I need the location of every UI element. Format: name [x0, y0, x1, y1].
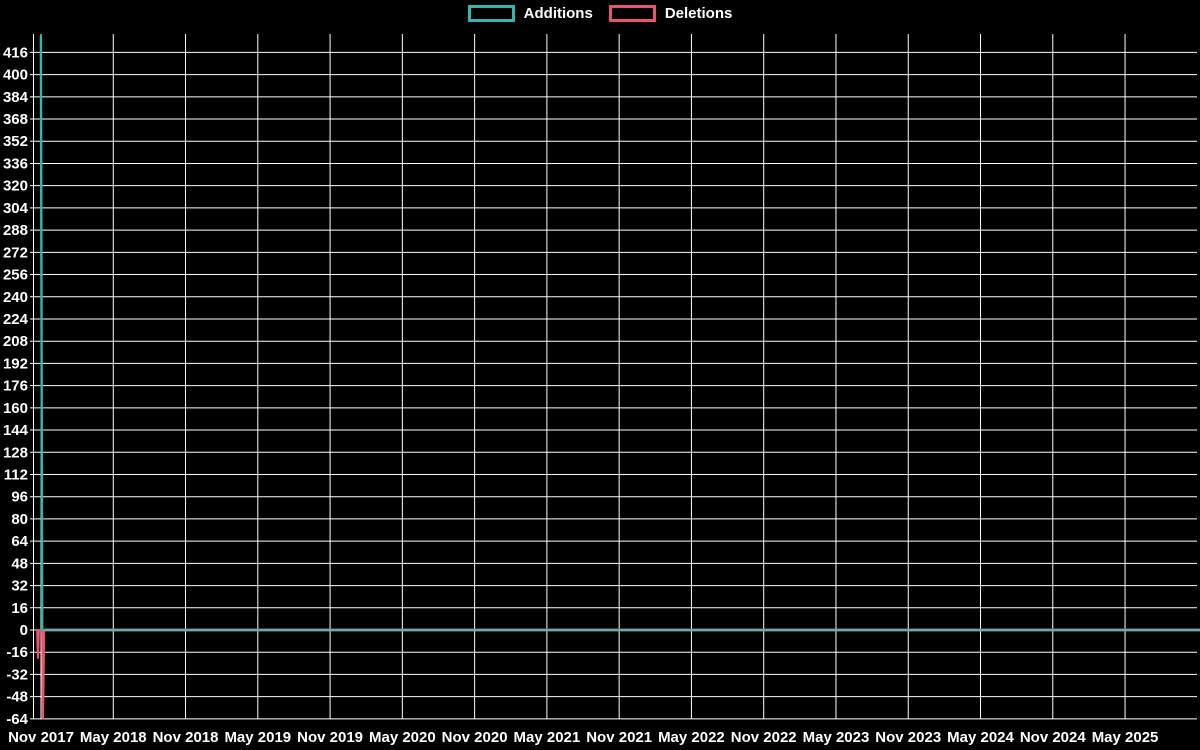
x-tick-label: Nov 2021 — [586, 729, 652, 746]
legend-item-deletions[interactable]: Deletions — [608, 5, 733, 22]
x-tick-label: Nov 2020 — [442, 729, 508, 746]
y-tick-label: 384 — [3, 89, 29, 106]
y-tick-label: 272 — [3, 244, 28, 261]
y-tick-label: 0 — [20, 622, 28, 639]
x-tick-label: Nov 2023 — [875, 729, 941, 746]
x-tick-label: May 2024 — [947, 729, 1014, 746]
additions-swatch-icon — [467, 5, 515, 22]
x-tick-label: May 2021 — [514, 729, 581, 746]
x-tick-label: Nov 2017 — [8, 729, 74, 746]
y-tick-label: 400 — [3, 67, 28, 84]
y-tick-label: 160 — [3, 400, 28, 417]
y-tick-label: 208 — [3, 333, 28, 350]
legend-label-deletions: Deletions — [664, 5, 733, 22]
x-tick-label: May 2019 — [224, 729, 291, 746]
x-tick-label: Nov 2018 — [153, 729, 219, 746]
y-tick-label: 80 — [11, 511, 28, 528]
x-tick-label: May 2020 — [369, 729, 436, 746]
y-tick-label: 128 — [3, 444, 28, 461]
x-tick-label: May 2018 — [80, 729, 147, 746]
y-tick-label: 288 — [3, 222, 28, 239]
y-tick-label: -64 — [6, 711, 28, 728]
legend-label-additions: Additions — [523, 5, 593, 22]
y-tick-label: 144 — [3, 422, 29, 439]
y-tick-label: 192 — [3, 355, 28, 372]
y-tick-label: -32 — [6, 666, 28, 683]
y-tick-label: 64 — [11, 533, 28, 550]
y-tick-label: 32 — [11, 578, 28, 595]
y-tick-label: 304 — [3, 200, 29, 217]
y-tick-label: 112 — [4, 466, 28, 483]
x-tick-label: May 2023 — [803, 729, 870, 746]
legend: Additions Deletions — [0, 5, 1200, 22]
y-tick-label: 336 — [3, 155, 28, 172]
x-tick-label: May 2022 — [658, 729, 725, 746]
y-tick-label: -48 — [6, 689, 28, 706]
y-tick-label: 256 — [3, 267, 28, 284]
y-tick-label: 224 — [3, 311, 29, 328]
y-tick-label: -16 — [6, 644, 28, 661]
x-tick-label: Nov 2022 — [731, 729, 797, 746]
y-tick-label: 320 — [3, 178, 28, 195]
deletions-swatch-icon — [608, 5, 656, 22]
legend-item-additions[interactable]: Additions — [467, 5, 593, 22]
y-tick-label: 368 — [3, 111, 28, 128]
x-tick-label: Nov 2024 — [1020, 729, 1087, 746]
y-tick-label: 96 — [11, 489, 28, 506]
y-tick-label: 416 — [3, 44, 28, 61]
x-tick-label: May 2025 — [1092, 729, 1159, 746]
y-tick-label: 16 — [11, 600, 28, 617]
x-tick-label: Nov 2019 — [297, 729, 363, 746]
y-tick-label: 352 — [3, 133, 28, 150]
y-tick-label: 176 — [3, 378, 28, 395]
y-tick-label: 48 — [11, 555, 28, 572]
y-tick-label: 240 — [3, 289, 28, 306]
